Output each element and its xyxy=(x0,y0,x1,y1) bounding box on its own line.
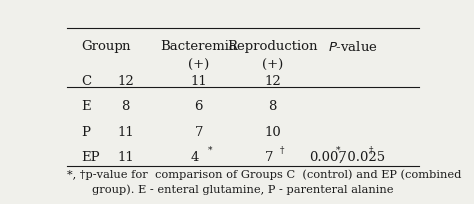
Text: 7: 7 xyxy=(264,150,273,163)
Text: 4: 4 xyxy=(191,150,200,163)
Text: 11: 11 xyxy=(117,150,134,163)
Text: *: * xyxy=(336,145,340,154)
Text: 6: 6 xyxy=(195,100,203,113)
Text: n: n xyxy=(121,40,129,53)
Text: 10: 10 xyxy=(264,125,281,138)
Text: 12: 12 xyxy=(264,75,281,88)
Text: †: † xyxy=(369,145,373,154)
Text: (+): (+) xyxy=(262,59,283,72)
Text: group). E - enteral glutamine, P - parenteral alanine: group). E - enteral glutamine, P - paren… xyxy=(92,183,394,194)
Text: 11: 11 xyxy=(117,125,134,138)
Text: †: † xyxy=(280,145,284,154)
Text: 7: 7 xyxy=(195,125,203,138)
Text: 8: 8 xyxy=(268,100,276,113)
Text: Reproduction: Reproduction xyxy=(227,40,318,53)
Text: E: E xyxy=(82,100,91,113)
Text: (+): (+) xyxy=(188,59,210,72)
Text: Bacteremia: Bacteremia xyxy=(160,40,237,53)
Text: Group: Group xyxy=(82,40,123,53)
Text: 0.007: 0.007 xyxy=(309,150,347,163)
Text: C: C xyxy=(82,75,91,88)
Text: *: * xyxy=(208,145,212,154)
Text: 11: 11 xyxy=(191,75,207,88)
Text: *, †p-value for  comparison of Groups C  (control) and EP (combined: *, †p-value for comparison of Groups C (… xyxy=(66,169,461,180)
Text: 8: 8 xyxy=(121,100,129,113)
Text: 12: 12 xyxy=(117,75,134,88)
Text: , 0.025: , 0.025 xyxy=(339,150,385,163)
Text: P: P xyxy=(82,125,90,138)
Text: $\mathit{P}$-value: $\mathit{P}$-value xyxy=(328,40,378,54)
Text: EP: EP xyxy=(82,150,100,163)
